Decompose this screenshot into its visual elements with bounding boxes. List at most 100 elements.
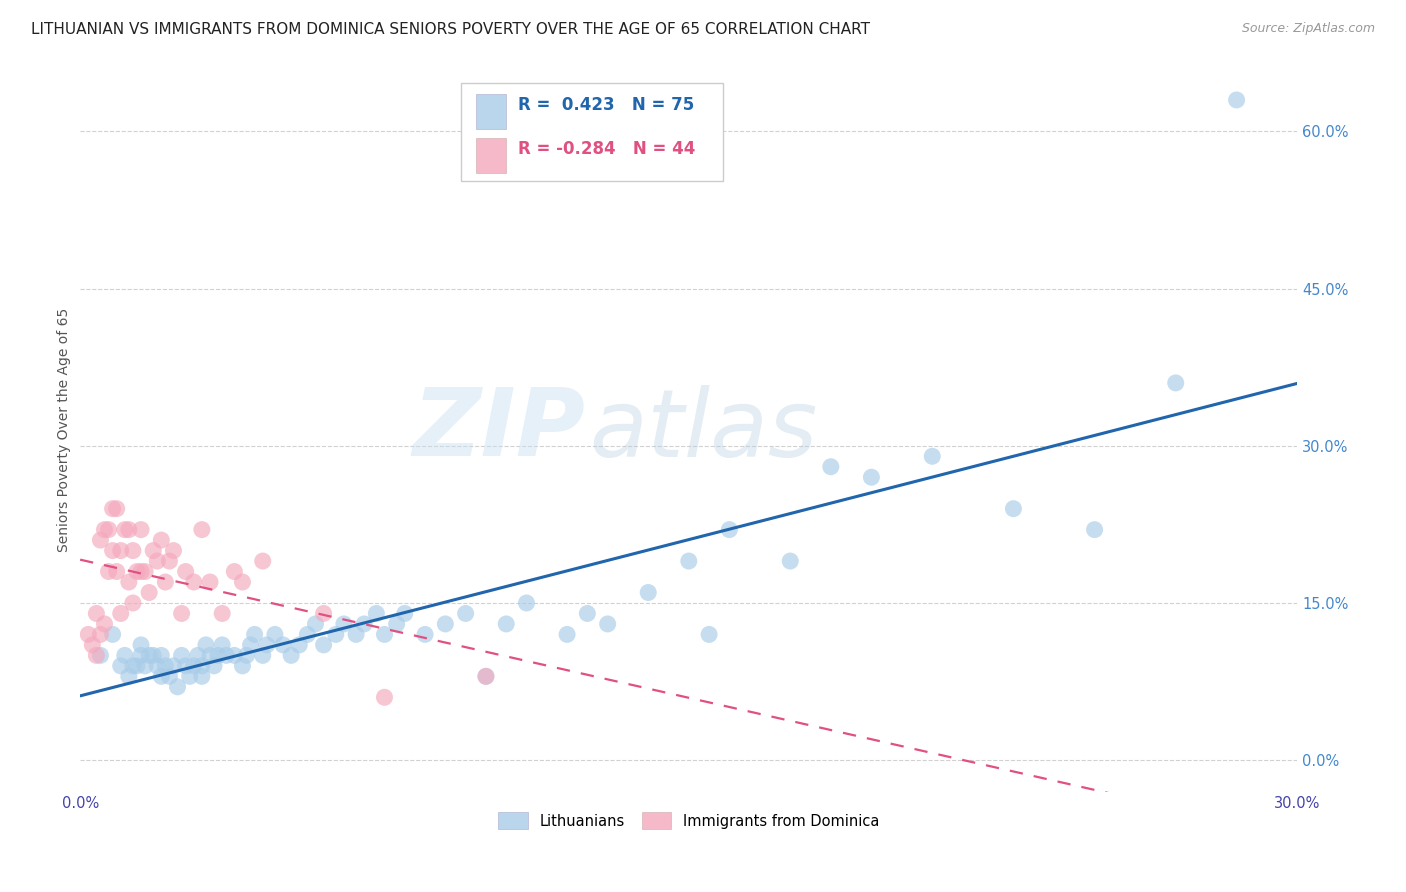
Point	[114, 648, 136, 663]
Point	[118, 523, 141, 537]
Point	[288, 638, 311, 652]
Point	[129, 523, 152, 537]
Point	[252, 554, 274, 568]
Point	[860, 470, 883, 484]
Point	[142, 543, 165, 558]
Point	[454, 607, 477, 621]
Point	[252, 648, 274, 663]
Point	[150, 669, 173, 683]
Text: Source: ZipAtlas.com: Source: ZipAtlas.com	[1241, 22, 1375, 36]
Point	[86, 648, 108, 663]
Point	[166, 680, 188, 694]
Point	[150, 533, 173, 547]
Point	[129, 648, 152, 663]
Point	[366, 607, 388, 621]
Point	[495, 616, 517, 631]
Point	[434, 616, 457, 631]
Point	[155, 658, 177, 673]
Point	[122, 596, 145, 610]
Point	[142, 648, 165, 663]
Point	[239, 638, 262, 652]
Point	[97, 523, 120, 537]
Point	[1002, 501, 1025, 516]
Point	[231, 574, 253, 589]
Point	[280, 648, 302, 663]
Text: LITHUANIAN VS IMMIGRANTS FROM DOMINICA SENIORS POVERTY OVER THE AGE OF 65 CORREL: LITHUANIAN VS IMMIGRANTS FROM DOMINICA S…	[31, 22, 870, 37]
Point	[110, 543, 132, 558]
Point	[211, 638, 233, 652]
Point	[596, 616, 619, 631]
Point	[93, 523, 115, 537]
Point	[413, 627, 436, 641]
Point	[224, 565, 246, 579]
Point	[215, 648, 238, 663]
Point	[125, 658, 148, 673]
Point	[224, 648, 246, 663]
Point	[129, 565, 152, 579]
Text: R =  0.423   N = 75: R = 0.423 N = 75	[519, 96, 695, 114]
Point	[110, 607, 132, 621]
Y-axis label: Seniors Poverty Over the Age of 65: Seniors Poverty Over the Age of 65	[58, 308, 72, 552]
Point	[174, 658, 197, 673]
Point	[89, 627, 111, 641]
FancyBboxPatch shape	[475, 138, 506, 173]
Point	[271, 638, 294, 652]
Point	[637, 585, 659, 599]
Point	[105, 501, 128, 516]
Point	[198, 574, 221, 589]
Point	[297, 627, 319, 641]
Point	[162, 658, 184, 673]
Point	[77, 627, 100, 641]
Point	[105, 565, 128, 579]
Point	[179, 669, 201, 683]
Text: ZIP: ZIP	[412, 384, 585, 476]
Point	[198, 648, 221, 663]
Point	[118, 574, 141, 589]
Point	[921, 450, 943, 464]
Point	[1084, 523, 1107, 537]
FancyBboxPatch shape	[461, 83, 723, 180]
Point	[134, 565, 156, 579]
Text: R = -0.284   N = 44: R = -0.284 N = 44	[519, 140, 696, 159]
Point	[312, 638, 335, 652]
Text: atlas: atlas	[589, 384, 817, 475]
Point	[138, 648, 160, 663]
Point	[155, 574, 177, 589]
Point	[122, 658, 145, 673]
Point	[183, 574, 205, 589]
Point	[779, 554, 801, 568]
Point	[146, 658, 169, 673]
Point	[89, 648, 111, 663]
Point	[718, 523, 741, 537]
Point	[194, 638, 217, 652]
Point	[82, 638, 104, 652]
Point	[243, 627, 266, 641]
Point	[256, 638, 278, 652]
Point	[555, 627, 578, 641]
Point	[150, 648, 173, 663]
Point	[183, 658, 205, 673]
Point	[89, 533, 111, 547]
Point	[110, 658, 132, 673]
Point	[191, 658, 214, 673]
Point	[191, 669, 214, 683]
Point	[211, 607, 233, 621]
Point	[101, 501, 124, 516]
Point	[1164, 376, 1187, 390]
Point	[1226, 93, 1249, 107]
Point	[373, 627, 395, 641]
Point	[138, 585, 160, 599]
Point	[344, 627, 367, 641]
Point	[235, 648, 257, 663]
Point	[118, 669, 141, 683]
Point	[125, 565, 148, 579]
FancyBboxPatch shape	[475, 95, 506, 128]
Point	[515, 596, 537, 610]
Point	[576, 607, 599, 621]
Point	[162, 543, 184, 558]
Point	[191, 523, 214, 537]
Point	[697, 627, 720, 641]
Point	[170, 607, 193, 621]
Point	[475, 669, 498, 683]
Point	[101, 543, 124, 558]
